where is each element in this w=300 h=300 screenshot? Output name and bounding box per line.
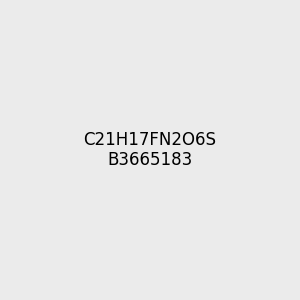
Text: C21H17FN2O6S
B3665183: C21H17FN2O6S B3665183 bbox=[83, 130, 217, 170]
